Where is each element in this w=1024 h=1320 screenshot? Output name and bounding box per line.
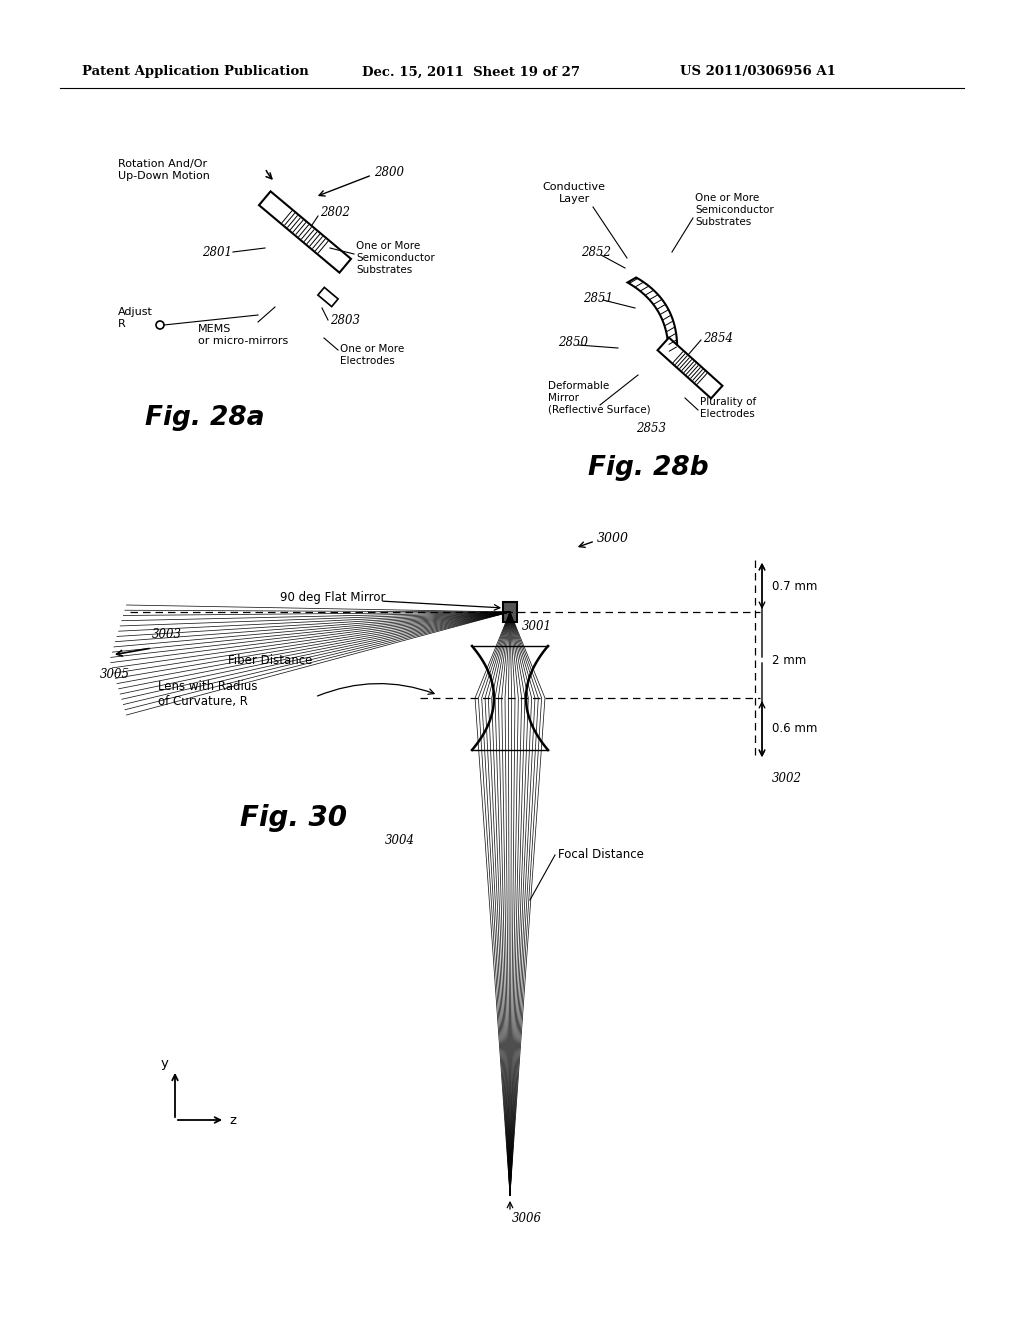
Polygon shape: [259, 191, 351, 273]
Text: 2850: 2850: [558, 335, 588, 348]
Text: 2853: 2853: [636, 421, 666, 434]
Text: Fig. 28b: Fig. 28b: [588, 455, 709, 480]
Text: Fig. 30: Fig. 30: [240, 804, 346, 832]
Text: 2854: 2854: [703, 331, 733, 345]
Text: 3005: 3005: [100, 668, 130, 681]
Text: y: y: [161, 1057, 169, 1071]
Text: Rotation And/Or
Up-Down Motion: Rotation And/Or Up-Down Motion: [118, 160, 210, 181]
Text: MEMS
or micro-mirrors: MEMS or micro-mirrors: [198, 325, 288, 346]
Text: 2851: 2851: [583, 292, 613, 305]
Text: One or More
Electrodes: One or More Electrodes: [340, 345, 404, 366]
Text: 3003: 3003: [152, 628, 182, 642]
Text: 3001: 3001: [522, 620, 552, 634]
Polygon shape: [628, 277, 677, 354]
Text: 3002: 3002: [772, 771, 802, 784]
Polygon shape: [317, 288, 338, 306]
Text: Fiber Distance: Fiber Distance: [228, 653, 312, 667]
Text: 2800: 2800: [374, 165, 404, 178]
Text: z: z: [229, 1114, 237, 1126]
Text: One or More
Semiconductor
Substrates: One or More Semiconductor Substrates: [356, 242, 435, 275]
Text: Conductive
Layer: Conductive Layer: [543, 182, 605, 203]
Text: Deformable
Mirror
(Reflective Surface): Deformable Mirror (Reflective Surface): [548, 381, 650, 414]
Bar: [503, 602, 517, 622]
Text: 2801: 2801: [202, 246, 232, 259]
Text: 3000: 3000: [597, 532, 629, 544]
Text: Patent Application Publication: Patent Application Publication: [82, 66, 309, 78]
Text: 2803: 2803: [330, 314, 360, 326]
Text: One or More
Semiconductor
Substrates: One or More Semiconductor Substrates: [695, 194, 774, 227]
Text: 3006: 3006: [512, 1212, 542, 1225]
Text: Adjust
R: Adjust R: [118, 308, 153, 329]
Text: Focal Distance: Focal Distance: [558, 849, 644, 862]
Polygon shape: [657, 338, 723, 399]
Text: Dec. 15, 2011  Sheet 19 of 27: Dec. 15, 2011 Sheet 19 of 27: [362, 66, 580, 78]
Text: Fig. 28a: Fig. 28a: [145, 405, 265, 432]
Text: 0.6 mm: 0.6 mm: [772, 722, 817, 735]
Text: Plurality of
Electrodes: Plurality of Electrodes: [700, 397, 757, 418]
Text: 0.7 mm: 0.7 mm: [772, 579, 817, 593]
Text: 2 mm: 2 mm: [772, 653, 806, 667]
Text: 90 deg Flat Mirror: 90 deg Flat Mirror: [280, 591, 385, 605]
Text: 3004: 3004: [385, 833, 415, 846]
Text: 2852: 2852: [581, 246, 611, 259]
Text: Lens with Radius
of Curvature, R: Lens with Radius of Curvature, R: [158, 680, 257, 708]
Text: 2802: 2802: [319, 206, 350, 219]
Text: US 2011/0306956 A1: US 2011/0306956 A1: [680, 66, 836, 78]
